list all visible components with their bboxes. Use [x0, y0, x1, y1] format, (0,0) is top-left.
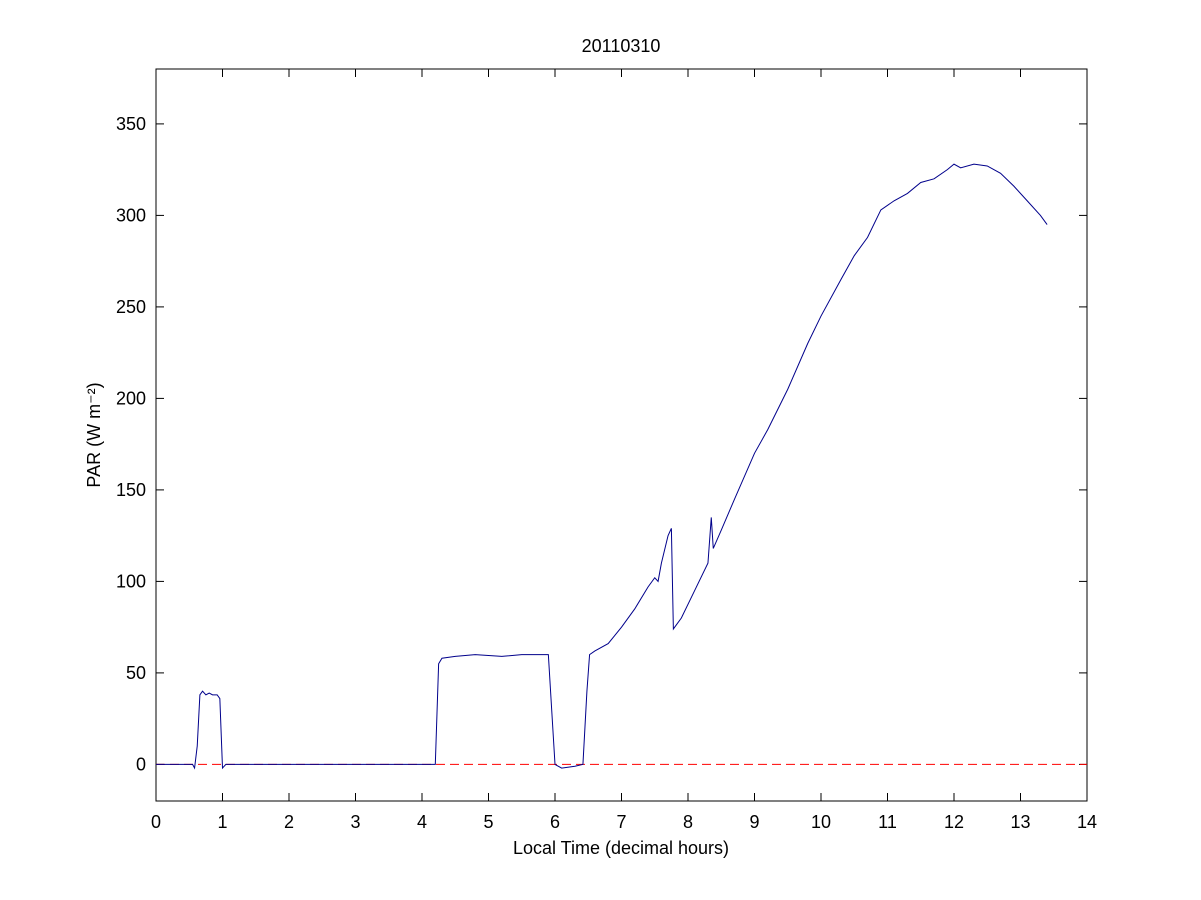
- x-axis-label: Local Time (decimal hours): [513, 838, 729, 858]
- y-tick-label: 0: [136, 754, 146, 774]
- x-tick-label: 6: [550, 812, 560, 832]
- x-tick-label: 14: [1077, 812, 1097, 832]
- y-tick-label: 100: [116, 571, 146, 591]
- x-tick-label: 1: [217, 812, 227, 832]
- x-tick-label: 12: [944, 812, 964, 832]
- data-line: [156, 163, 1048, 770]
- y-tick-label: 50: [126, 663, 146, 683]
- y-tick-label: 350: [116, 114, 146, 134]
- x-tick-label: 8: [683, 812, 693, 832]
- x-tick-label: 13: [1010, 812, 1030, 832]
- x-tick-label: 2: [284, 812, 294, 832]
- y-axis-label: PAR (W m⁻²): [84, 382, 104, 487]
- x-tick-label: 0: [151, 812, 161, 832]
- y-tick-label: 250: [116, 297, 146, 317]
- y-tick-label: 150: [116, 480, 146, 500]
- y-tick-label: 300: [116, 205, 146, 225]
- x-tick-label: 4: [417, 812, 427, 832]
- x-tick-label: 3: [350, 812, 360, 832]
- plot-area: [155, 68, 1088, 802]
- x-tick-label: 5: [483, 812, 493, 832]
- chart-title: 20110310: [582, 36, 661, 56]
- x-tick-label: 11: [878, 812, 897, 832]
- x-tick-label: 9: [749, 812, 759, 832]
- y-tick-label: 200: [116, 388, 146, 408]
- x-tick-label: 10: [811, 812, 831, 832]
- x-tick-label: 7: [616, 812, 626, 832]
